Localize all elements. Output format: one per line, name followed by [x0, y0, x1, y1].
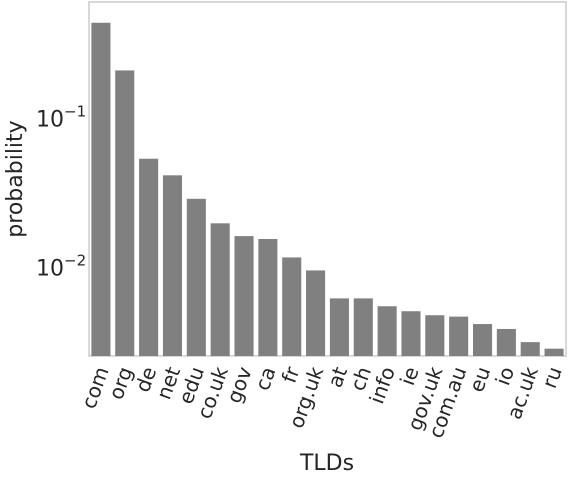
- x-ticks-group: comorgdeneteduco.ukgovcafrorg.ukatchinfo…: [76, 363, 566, 441]
- y-tick-label: 10−1: [36, 103, 86, 133]
- y-axis-label: probability: [3, 120, 28, 237]
- bar-org.uk: [306, 270, 326, 356]
- y-tick-exponent: −2: [64, 251, 86, 269]
- x-axis-label: TLDs: [299, 451, 354, 476]
- bar-info: [377, 306, 397, 356]
- y-ticks-group: 10−110−2: [36, 103, 86, 282]
- bar-com: [91, 22, 111, 357]
- bar-ie: [401, 311, 421, 356]
- bar-fr: [282, 257, 302, 356]
- y-tick-label: 10−2: [36, 251, 86, 281]
- bar-co.uk: [210, 223, 230, 356]
- bar-gov: [234, 236, 254, 356]
- y-tick-exponent: −1: [64, 103, 86, 121]
- bar-de: [139, 158, 159, 356]
- bar-gov.uk: [425, 315, 445, 356]
- bar-ch: [353, 298, 373, 356]
- bars-group: [91, 22, 564, 357]
- bar-ru: [544, 348, 564, 356]
- y-tick-base: 10: [36, 108, 64, 133]
- y-tick-base: 10: [36, 256, 64, 281]
- bar-net: [162, 175, 183, 356]
- bar-ac.uk: [520, 342, 540, 356]
- plot-frame: [88, 1, 567, 357]
- bar-io: [496, 328, 516, 356]
- bar-edu: [186, 198, 206, 356]
- x-tick-label-ru: ru: [537, 364, 567, 392]
- bar-at: [329, 298, 349, 356]
- bar-ca: [258, 238, 278, 356]
- bar-com.au: [449, 316, 469, 356]
- bar-eu: [472, 324, 493, 356]
- bar-org: [115, 70, 135, 357]
